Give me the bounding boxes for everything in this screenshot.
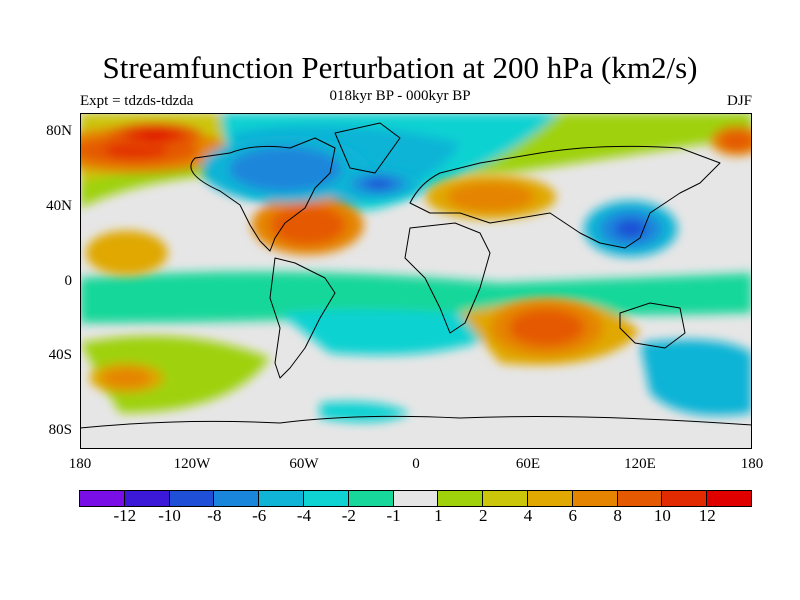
colorbar-box (706, 490, 752, 507)
colorbar-box (258, 490, 304, 507)
colorbar-box (168, 490, 215, 507)
colorbar-label: 4 (523, 506, 533, 525)
coastline-greenland (334, 122, 401, 174)
chart-title: Streamfunction Perturbation at 200 hPa (… (102, 50, 698, 85)
colorbar-box (347, 490, 394, 507)
chart-subtitle: 018kyr BP - 000kyr BP (329, 88, 471, 104)
colorbar-label: 2 (478, 506, 488, 525)
colorbar-label: -1 (386, 506, 401, 525)
field-south-atlantic-negative (280, 309, 520, 355)
lat-label-40s: 40S (48, 347, 72, 363)
colorbar-box (213, 490, 260, 507)
colorbar-box (302, 490, 349, 507)
colorbar-box (123, 490, 170, 507)
field-sh-midlat-positive (80, 335, 270, 413)
streamfunction-center (85, 230, 168, 276)
lon-label-60w: 60W (289, 456, 319, 472)
season-label: DJF (726, 93, 752, 109)
streamfunction-center (270, 204, 346, 246)
streamfunction-center (101, 368, 152, 389)
experiment-label: Expt = tdzds-tdzda (80, 93, 194, 109)
streamfunction-center (138, 131, 171, 140)
streamfunction-map (80, 113, 752, 449)
colorbar-label: 12 (698, 506, 716, 525)
lon-label-120w: 120W (173, 456, 211, 472)
streamfunction-center (446, 181, 535, 213)
lon-label-180w: 180 (68, 456, 92, 472)
colorbar-label: -6 (252, 506, 267, 525)
coastline-europe-asia (409, 145, 721, 249)
lon-label-0: 0 (412, 456, 420, 472)
streamfunction-center (614, 219, 647, 239)
lon-label-60e: 60E (515, 456, 541, 472)
lat-label-40n: 40N (46, 198, 72, 214)
streamfunction-center (364, 178, 393, 190)
colorbar-label: -2 (341, 506, 356, 525)
lat-label-80s: 80S (48, 422, 72, 438)
coastline-north-america (190, 137, 336, 252)
lon-label-120e: 120E (624, 456, 656, 472)
colorbar-label: 8 (613, 506, 622, 525)
colorbar-label: -12 (113, 506, 137, 525)
colorbar-label: 6 (568, 506, 578, 525)
field-southern-ocean-negative (320, 401, 410, 422)
coastline-antarctica (80, 415, 752, 429)
streamfunction-center (719, 130, 752, 152)
coastline-south-america (269, 257, 336, 379)
coastline-africa (404, 222, 491, 334)
lat-label-equator: 0 (64, 273, 73, 289)
colorbar-box (437, 490, 484, 507)
colorbar (79, 490, 752, 507)
lat-label-80n: 80N (46, 123, 72, 139)
map-frame (80, 113, 752, 449)
colorbar-label: 1 (434, 506, 443, 525)
coastline-australia (619, 302, 686, 349)
colorbar-box (661, 490, 708, 507)
colorbar-box (392, 490, 439, 507)
field-south-pacific-negative (640, 339, 752, 416)
colorbar-label: -10 (158, 506, 181, 525)
colorbar-box (79, 490, 125, 507)
colorbar-label: -4 (296, 506, 312, 525)
streamfunction-center (509, 308, 585, 347)
lon-label-180e: 180 (740, 456, 764, 472)
colorbar-box (482, 490, 528, 507)
colorbar-box (616, 490, 663, 507)
colorbar-label: 10 (653, 506, 671, 525)
colorbar-box (526, 490, 573, 507)
colorbar-label: -8 (207, 506, 222, 525)
streamfunction-center (229, 146, 342, 192)
colorbar-box (571, 490, 618, 507)
